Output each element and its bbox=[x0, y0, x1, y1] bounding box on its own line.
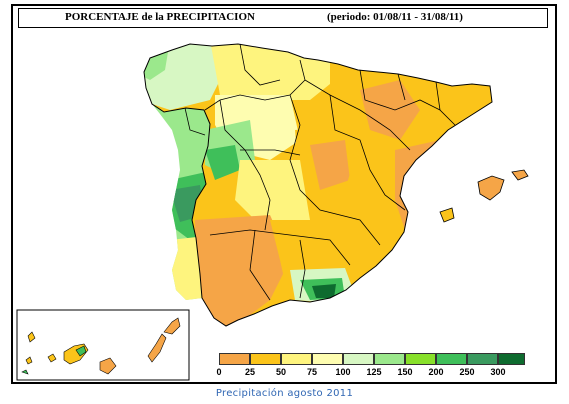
island-menorca bbox=[511, 169, 529, 181]
legend-swatch bbox=[250, 353, 281, 365]
zone-extremadura-north bbox=[235, 160, 310, 225]
legend-tick: 125 bbox=[366, 367, 382, 377]
legend-swatch bbox=[467, 353, 498, 365]
zone-cantabria bbox=[210, 44, 335, 100]
island-small-green bbox=[21, 369, 29, 375]
island-lanzarote bbox=[163, 317, 181, 335]
legend-tick: 150 bbox=[397, 367, 413, 377]
zone-west-band bbox=[205, 145, 240, 180]
balearic-islands bbox=[439, 169, 529, 223]
zone-tenerife-green bbox=[75, 345, 87, 357]
legend-swatch bbox=[281, 353, 312, 365]
map-header: PORCENTAJE de la PRECIPITACION (periodo:… bbox=[18, 8, 548, 28]
island-la-gomera bbox=[47, 353, 57, 363]
zone-ebro bbox=[360, 80, 420, 140]
island-mallorca bbox=[477, 175, 505, 201]
legend-tick: 200 bbox=[428, 367, 444, 377]
map-title: PORCENTAJE de la PRECIPITACION bbox=[65, 11, 255, 23]
spain-outline bbox=[143, 43, 493, 327]
legend-swatch bbox=[436, 353, 467, 365]
precipitation-legend: 0 25 50 75 100 125 150 200 250 300 bbox=[216, 353, 525, 383]
legend-swatch bbox=[343, 353, 374, 365]
legend-swatch bbox=[374, 353, 405, 365]
province-borders bbox=[184, 43, 456, 301]
legend-tick: 250 bbox=[459, 367, 475, 377]
canary-islands bbox=[21, 317, 181, 375]
legend-tick: 25 bbox=[244, 367, 256, 377]
island-gran-canaria bbox=[99, 357, 117, 375]
legend-swatch bbox=[405, 353, 436, 365]
legend-tick: 50 bbox=[275, 367, 287, 377]
zone-central-dry bbox=[310, 140, 350, 190]
island-la-palma bbox=[27, 331, 36, 343]
island-ibiza bbox=[439, 207, 455, 223]
legend-tick: 0 bbox=[216, 367, 222, 377]
island-fuerteventura bbox=[147, 333, 167, 363]
legend-swatch bbox=[219, 353, 250, 365]
zone-andalucia-west bbox=[195, 215, 290, 326]
zone-sierra-core bbox=[312, 284, 336, 298]
legend-swatch bbox=[312, 353, 343, 365]
image-caption[interactable]: Precipitación agosto 2011 bbox=[215, 388, 354, 399]
legend-tick: 300 bbox=[490, 367, 506, 377]
legend-tick: 100 bbox=[335, 367, 351, 377]
legend-tick: 75 bbox=[306, 367, 318, 377]
legend-swatch bbox=[498, 353, 525, 365]
map-period: (periodo: 01/08/11 - 31/08/11) bbox=[327, 11, 463, 23]
island-el-hierro bbox=[25, 356, 33, 365]
